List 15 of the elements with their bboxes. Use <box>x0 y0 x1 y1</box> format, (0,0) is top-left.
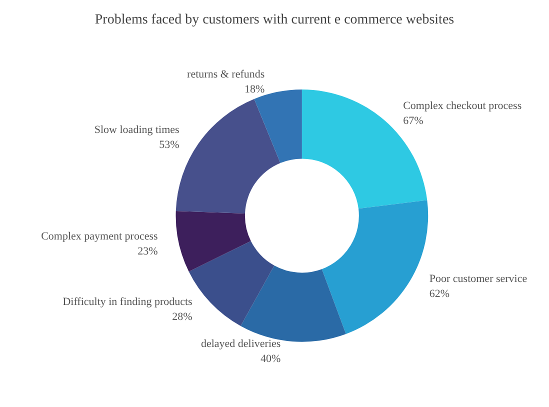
data-label: 67% <box>403 115 424 128</box>
data-label: 18% <box>244 84 265 96</box>
data-label: 53% <box>159 139 180 152</box>
data-label: 28% <box>172 311 192 324</box>
data-label: 62% <box>429 288 450 300</box>
slice-label: Poor customer service <box>429 272 528 285</box>
slice-label: Complex checkout process <box>403 100 522 112</box>
slice-label: Complex payment process <box>41 230 158 243</box>
slice-label: Slow loading times <box>94 124 180 136</box>
data-label: 23% <box>138 246 158 258</box>
slice-label: Difficulty in finding products <box>62 296 192 308</box>
chart-title: Problems faced by customers with current e commerce websites <box>94 12 454 28</box>
data-label: 40% <box>260 352 281 365</box>
slice-label: returns & refunds <box>187 68 265 81</box>
slice-label: delayed deliveries <box>200 338 281 350</box>
